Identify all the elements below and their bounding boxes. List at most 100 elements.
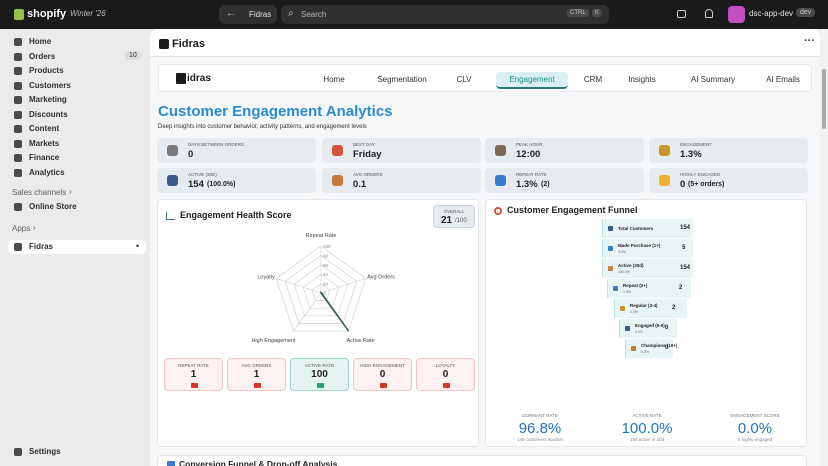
step-label: Repeat (2+) bbox=[623, 283, 648, 288]
nav-icon bbox=[14, 448, 22, 456]
nav-icon bbox=[14, 203, 22, 211]
sidebar: Home Orders 10 Products Customers Marketing Di… bbox=[0, 29, 150, 466]
nav-item[interactable]: Marketing bbox=[8, 93, 146, 107]
avatar[interactable] bbox=[728, 6, 745, 23]
stat-icon bbox=[167, 175, 178, 186]
spoke bbox=[276, 278, 322, 294]
overall-label: OVERALL bbox=[443, 209, 465, 214]
metric-label: DORMANT RATE bbox=[522, 413, 558, 418]
nav-label: Content bbox=[29, 124, 60, 133]
app-icon bbox=[159, 39, 169, 49]
stat-label: ENGAGEMENT bbox=[680, 142, 713, 147]
store-name[interactable]: dsc-app-dev bbox=[749, 9, 794, 18]
search-icon: ⌕ bbox=[288, 8, 294, 19]
nav-item[interactable]: Orders 10 bbox=[8, 50, 146, 64]
scroll-thumb[interactable] bbox=[822, 69, 826, 129]
nav-label: Markets bbox=[29, 138, 60, 148]
score-value: 1 bbox=[190, 369, 197, 380]
step-value: 2 bbox=[679, 285, 683, 291]
nav-item[interactable]: Online Store bbox=[8, 200, 146, 214]
funnel-step: Repeat (2+) 1.3% bbox=[607, 279, 691, 298]
shortcut-key: CTRL bbox=[567, 9, 589, 17]
section-label[interactable]: Sales channels bbox=[12, 188, 67, 197]
funnel-step: Engaged (5-9) 0.0% bbox=[619, 319, 677, 338]
search-box[interactable]: ⌕ Search CTRL K bbox=[281, 5, 609, 24]
nav-tab[interactable]: Home bbox=[323, 75, 345, 84]
nav-label: Customers bbox=[29, 80, 71, 90]
nav-tab[interactable]: AI Summary bbox=[690, 75, 735, 84]
nav-item[interactable]: Customers bbox=[8, 79, 146, 93]
bell-icon[interactable] bbox=[705, 9, 713, 18]
score-value: 0 bbox=[442, 369, 449, 380]
nav-item[interactable]: Discounts bbox=[8, 108, 146, 122]
overall-suffix: /100 bbox=[455, 218, 467, 224]
radar-chart: 0 20 40 60 80 100 Repeat Rate Avg Orders Active … bbox=[251, 233, 395, 344]
stat-icon bbox=[332, 145, 343, 156]
nav-item[interactable]: Finance bbox=[8, 151, 146, 165]
stat-value: Friday bbox=[353, 149, 382, 160]
score-label: HIGH ENGAGEMENT bbox=[360, 363, 405, 368]
score-card: HIGH ENGAGEMENT 0 bbox=[353, 358, 412, 391]
nav-label: Online Store bbox=[29, 202, 77, 211]
step-icon bbox=[608, 246, 613, 251]
nav-item[interactable]: Markets bbox=[8, 137, 146, 151]
score-badge bbox=[317, 383, 324, 388]
step-label: Regular (3-4) bbox=[630, 303, 658, 308]
stat-icon bbox=[495, 145, 506, 156]
metric-value: 96.8% bbox=[518, 420, 562, 437]
shopify-icon bbox=[14, 9, 24, 20]
nav-tab[interactable]: AI Emails bbox=[766, 75, 800, 84]
panel-icon bbox=[167, 461, 175, 466]
nav-item[interactable]: Fidras • bbox=[8, 240, 146, 254]
stat-card: ENGAGEMENT 1.3% bbox=[649, 138, 808, 163]
step-icon bbox=[608, 226, 613, 231]
step-value: 2 bbox=[672, 305, 676, 311]
step-label: Engaged (5-9) bbox=[635, 323, 665, 328]
nav-tab[interactable]: Insights bbox=[628, 75, 656, 84]
nav-label: Settings bbox=[29, 447, 61, 456]
spoke bbox=[320, 278, 366, 294]
grid-ring bbox=[284, 255, 358, 324]
nav-tab[interactable]: CLV bbox=[456, 75, 472, 84]
store-icon[interactable] bbox=[677, 10, 686, 18]
stat-icon bbox=[167, 145, 178, 156]
nav-tab[interactable]: CRM bbox=[583, 75, 603, 84]
search-placeholder: Search bbox=[301, 10, 327, 19]
nav-tab[interactable]: Engagement bbox=[496, 72, 568, 89]
nav-label: Fidras bbox=[29, 242, 54, 251]
section-title: Conversion Funnel & Drop-off Analysis bbox=[179, 459, 338, 466]
step-icon bbox=[613, 286, 618, 291]
app-button[interactable]: ← Fidras bbox=[219, 5, 277, 24]
score-card: AVG ORDERS 1 bbox=[227, 358, 286, 391]
r-tick-label: 80 bbox=[323, 253, 329, 258]
r-tick-label: 20 bbox=[323, 282, 329, 287]
score-value: 100 bbox=[311, 369, 328, 380]
nav-item[interactable]: Products bbox=[8, 64, 146, 78]
score-card: LOYALTY 0 bbox=[416, 358, 475, 391]
r-tick-label: 60 bbox=[323, 263, 329, 268]
nav-icon bbox=[14, 110, 22, 119]
stat-card: DAYS BETWEEN ORDERS 0 bbox=[157, 138, 316, 163]
stat-label: HIGHLY ENGAGED bbox=[680, 172, 721, 177]
app-content: idras Home Segmentation CLV Engagement CRM Ins… bbox=[150, 57, 820, 466]
nav-item[interactable]: Settings bbox=[8, 445, 146, 459]
grid-ring bbox=[302, 273, 340, 309]
metric-note: 0 highly engaged bbox=[737, 437, 773, 442]
pin-dot: • bbox=[136, 241, 140, 251]
score-badge bbox=[443, 383, 450, 388]
step-icon bbox=[608, 266, 613, 271]
nav-item[interactable]: Analytics bbox=[8, 166, 146, 180]
more-menu[interactable]: ··· bbox=[804, 35, 815, 47]
section-label[interactable]: Apps bbox=[12, 224, 31, 233]
funnel-step: Active (30d) 100.0% bbox=[602, 259, 693, 278]
stat-value: 1.3% bbox=[516, 179, 538, 190]
score-label: LOYALTY bbox=[435, 363, 456, 368]
nav-icon bbox=[14, 96, 22, 104]
nav-tab[interactable]: Segmentation bbox=[377, 75, 427, 84]
nav-item[interactable]: Content bbox=[8, 122, 146, 136]
overall-box: OVERALL 21/100 bbox=[433, 205, 475, 228]
nav-item[interactable]: Home bbox=[8, 35, 146, 49]
step-value: 5 bbox=[682, 245, 686, 251]
score-card: ACTIVE RATE 100 bbox=[290, 358, 349, 391]
metric-note: 149 customers inactive bbox=[516, 437, 564, 442]
